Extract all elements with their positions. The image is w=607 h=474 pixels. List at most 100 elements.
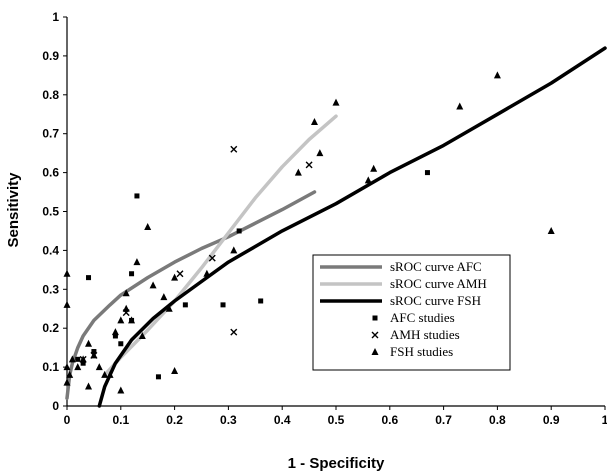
sroc-curve-amh (102, 114, 338, 377)
x-tick-label: 0.4 (274, 413, 291, 427)
amh-study-point (208, 254, 216, 262)
fsh-study-point (101, 370, 109, 378)
fsh-study-point (310, 118, 318, 126)
y-tick-label: 0.6 (42, 166, 59, 180)
afc-study-point (118, 341, 124, 347)
afc-study-point (220, 302, 226, 308)
fsh-study-point (332, 98, 340, 106)
fsh-study-point (171, 366, 179, 374)
fsh-study-point (117, 386, 125, 394)
x-tick-label: 0.2 (166, 413, 183, 427)
fsh-study-point (230, 246, 238, 254)
x-tick-label: 0.6 (381, 413, 398, 427)
y-tick-label: 1 (52, 10, 59, 24)
fsh-study-point (117, 316, 125, 324)
fsh-study-point (171, 273, 179, 281)
x-tick-label: 0.8 (489, 413, 506, 427)
sroc-curve-afc (65, 190, 317, 400)
x-tick-label: 0.1 (112, 413, 129, 427)
fsh-study-point (316, 149, 324, 157)
fsh-study-point (547, 226, 555, 234)
x-tick-label: 0.7 (435, 413, 452, 427)
fsh-study-point (165, 304, 173, 312)
afc-study-point (258, 298, 264, 304)
y-tick-label: 0.8 (42, 88, 59, 102)
fsh-study-point (364, 176, 372, 184)
legend-label: AFC studies (390, 310, 455, 325)
y-tick-label: 0.4 (42, 243, 59, 257)
afc-study-point (424, 170, 430, 176)
afc-study-point (80, 360, 86, 366)
fsh-study-point (111, 328, 119, 336)
amh-study-point (230, 328, 238, 336)
y-tick-label: 0.2 (42, 321, 59, 335)
sroc-curve-fsh (97, 46, 607, 408)
y-axis-ticks: 0 0.1 0.2 0.3 0.4 0.5 0.6 0.7 0.8 0.9 1 (42, 10, 67, 413)
fsh-study-point (294, 168, 302, 176)
fsh-study-point (85, 339, 93, 347)
afc-study-point (134, 193, 140, 199)
fsh-study-point (149, 281, 157, 289)
fsh-study-point (144, 223, 152, 231)
legend-label: sROC curve AMH (390, 276, 487, 291)
fsh-study-point (138, 331, 146, 339)
afc-study-point (86, 275, 92, 281)
amh-study-point (176, 270, 184, 278)
fsh-study-point (66, 370, 74, 378)
x-tick-label: 1 (602, 413, 607, 427)
y-tick-label: 0 (52, 399, 59, 413)
x-axis-ticks: 0 0.1 0.2 0.3 0.4 0.5 0.6 0.7 0.8 0.9 1 (64, 406, 607, 427)
afc-study-point (236, 228, 242, 234)
amh-study-point (305, 161, 313, 169)
fsh-study-point (160, 293, 168, 301)
fsh-study-point (203, 269, 211, 277)
fsh-study-point (63, 378, 71, 386)
study-points (63, 71, 555, 394)
y-tick-label: 0.1 (42, 360, 59, 374)
x-tick-label: 0.5 (328, 413, 345, 427)
fsh-study-point (456, 102, 464, 110)
fsh-study-point (122, 289, 130, 297)
fsh-study-point (106, 370, 114, 378)
y-tick-label: 0.7 (42, 127, 59, 141)
legend-marker (372, 315, 378, 321)
fsh-study-point (68, 355, 76, 363)
amh-study-point (230, 145, 238, 153)
fsh-study-point (63, 300, 71, 308)
legend-marker (371, 348, 379, 355)
fsh-study-point (122, 304, 130, 312)
fsh-study-point (74, 363, 82, 371)
fsh-study-point (63, 363, 71, 371)
y-axis-title: Sensitivity (5, 172, 22, 248)
fsh-study-point (133, 258, 141, 266)
y-tick-label: 0.5 (42, 205, 59, 219)
fsh-study-point (85, 382, 93, 390)
sroc-curves (65, 46, 607, 408)
legend-label: AMH studies (390, 327, 460, 342)
fsh-study-point (79, 355, 87, 363)
fsh-study-point (95, 363, 103, 371)
afc-study-point (75, 356, 81, 362)
fsh-study-point (63, 269, 71, 277)
fsh-study-point (493, 71, 501, 79)
x-tick-label: 0 (64, 413, 71, 427)
fsh-study-point (128, 316, 136, 324)
x-axis-title: 1 - Specificity (288, 455, 385, 472)
legend-label: FSH studies (390, 344, 453, 359)
afc-study-point (112, 333, 118, 339)
afc-study-point (155, 374, 161, 380)
y-tick-label: 0.9 (42, 49, 59, 63)
afc-study-point (129, 271, 135, 277)
x-tick-label: 0.9 (543, 413, 560, 427)
afc-study-point (182, 302, 188, 308)
legend-label: sROC curve AFC (390, 259, 482, 274)
legend-label: sROC curve FSH (390, 293, 481, 308)
legend: sROC curve AFC sROC curve AMH sROC curve F… (312, 254, 511, 371)
fsh-study-point (90, 351, 98, 359)
legend-marker (371, 331, 379, 339)
x-tick-label: 0.3 (220, 413, 237, 427)
y-tick-label: 0.3 (42, 282, 59, 296)
fsh-study-point (370, 164, 378, 172)
legend-box (312, 254, 511, 371)
